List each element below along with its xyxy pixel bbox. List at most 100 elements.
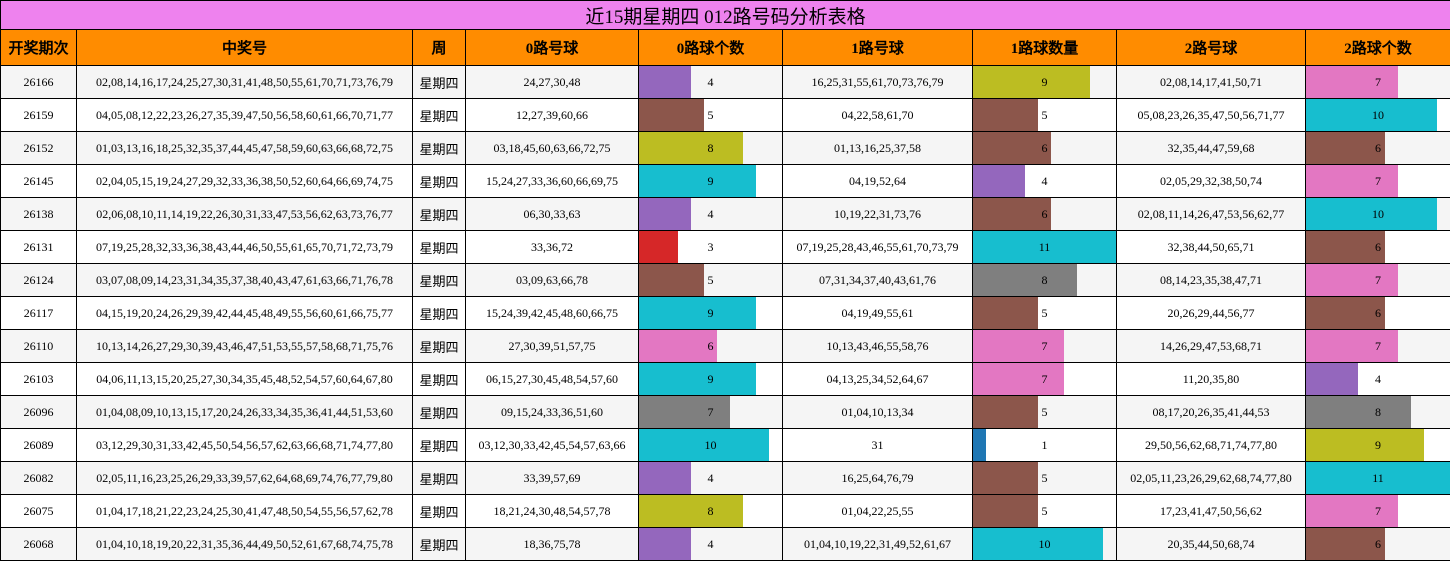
cell-route2-balls: 08,17,20,26,35,41,44,53	[1116, 395, 1306, 429]
cell-route1-balls: 16,25,31,55,61,70,73,76,79	[782, 65, 973, 99]
cell-route2-count: 6	[1304, 131, 1450, 165]
cell-route0-count: 7	[638, 395, 783, 429]
cell-route0-balls: 09,15,24,33,36,51,60	[465, 395, 639, 429]
cell-week: 星期四	[412, 527, 466, 561]
cell-route1-balls: 04,22,58,61,70	[782, 98, 973, 132]
header-route0-balls: 0路号球	[465, 29, 639, 66]
table-row: 26068 01,04,10,18,19,20,22,31,35,36,44,49…	[0, 527, 1450, 561]
cell-route1-count: 11	[972, 230, 1117, 264]
count-bar	[1306, 396, 1411, 428]
header-week: 周	[412, 29, 466, 66]
cell-week: 星期四	[412, 197, 466, 231]
cell-route0-balls: 12,27,39,60,66	[465, 98, 639, 132]
count-bar	[639, 495, 743, 527]
cell-winning-numbers: 01,04,17,18,21,22,23,24,25,30,41,47,48,5…	[76, 494, 413, 528]
cell-period: 26159	[0, 98, 77, 132]
cell-route1-count: 5	[972, 98, 1117, 132]
count-value: 9	[707, 372, 714, 386]
table-row: 26110 10,13,14,26,27,29,30,39,43,46,47,51…	[0, 329, 1450, 363]
cell-period: 26096	[0, 395, 77, 429]
cell-route0-count: 5	[638, 98, 783, 132]
count-bar	[973, 132, 1051, 164]
cell-route1-balls: 04,19,52,64	[782, 164, 973, 198]
cell-route0-balls: 33,39,57,69	[465, 461, 639, 495]
count-value: 11	[1372, 471, 1384, 485]
count-value: 5	[707, 108, 714, 122]
table-title: 近15期星期四 012路号码分析表格	[0, 0, 1450, 30]
count-bar	[973, 99, 1038, 131]
count-value: 5	[1041, 471, 1048, 485]
cell-week: 星期四	[412, 395, 466, 429]
cell-period: 26117	[0, 296, 77, 330]
count-value: 7	[1375, 504, 1381, 518]
cell-route0-balls: 15,24,27,33,36,60,66,69,75	[465, 164, 639, 198]
count-bar	[1306, 528, 1385, 560]
count-value: 10	[1372, 108, 1384, 122]
table-row: 26131 07,19,25,28,32,33,36,38,43,44,46,50…	[0, 230, 1450, 264]
count-value: 7	[707, 405, 714, 419]
cell-route1-count: 10	[972, 527, 1117, 561]
count-bar	[973, 429, 986, 461]
cell-route1-balls: 01,04,10,13,34	[782, 395, 973, 429]
cell-route1-count: 5	[972, 494, 1117, 528]
cell-route0-balls: 15,24,39,42,45,48,60,66,75	[465, 296, 639, 330]
count-value: 7	[1375, 273, 1381, 287]
cell-route1-balls: 07,31,34,37,40,43,61,76	[782, 263, 973, 297]
count-value: 10	[1038, 537, 1051, 551]
count-bar	[1306, 363, 1359, 395]
count-value: 4	[1041, 174, 1048, 188]
count-bar	[1306, 198, 1437, 230]
count-bar	[639, 462, 691, 494]
cell-route0-balls: 03,18,45,60,63,66,72,75	[465, 131, 639, 165]
count-bar	[1306, 429, 1424, 461]
table-row: 26096 01,04,08,09,10,13,15,17,20,24,26,33…	[0, 395, 1450, 429]
cell-route1-balls: 04,19,49,55,61	[782, 296, 973, 330]
cell-route2-balls: 02,05,11,23,26,29,62,68,74,77,80	[1116, 461, 1306, 495]
count-bar	[973, 297, 1038, 329]
count-value: 7	[1041, 339, 1048, 353]
count-value: 4	[707, 537, 714, 551]
cell-route1-count: 6	[972, 131, 1117, 165]
count-bar	[973, 462, 1038, 494]
cell-winning-numbers: 01,03,13,16,18,25,32,35,37,44,45,47,58,5…	[76, 131, 413, 165]
count-bar	[639, 528, 691, 560]
cell-period: 26138	[0, 197, 77, 231]
cell-route2-count: 7	[1304, 494, 1450, 528]
header-numbers: 中奖号	[76, 29, 413, 66]
count-value: 7	[1041, 372, 1048, 386]
count-value: 9	[707, 174, 714, 188]
cell-route0-balls: 06,15,27,30,45,48,54,57,60	[465, 362, 639, 396]
cell-route1-balls: 01,04,10,19,22,31,49,52,61,67	[782, 527, 973, 561]
count-value: 6	[1041, 141, 1048, 155]
cell-route0-count: 8	[638, 494, 783, 528]
cell-route1-balls: 16,25,64,76,79	[782, 461, 973, 495]
cell-route2-balls: 20,35,44,50,68,74	[1116, 527, 1306, 561]
cell-route2-count: 11	[1304, 461, 1450, 495]
cell-route1-count: 5	[972, 296, 1117, 330]
cell-period: 26089	[0, 428, 77, 462]
cell-winning-numbers: 01,04,08,09,10,13,15,17,20,24,26,33,34,3…	[76, 395, 413, 429]
count-bar	[1306, 330, 1398, 362]
count-bar	[639, 165, 756, 197]
cell-route2-count: 8	[1304, 395, 1450, 429]
cell-route2-count: 6	[1304, 230, 1450, 264]
count-value: 6	[1375, 306, 1381, 320]
cell-route1-balls: 10,13,43,46,55,58,76	[782, 329, 973, 363]
count-bar	[1306, 297, 1385, 329]
cell-route2-balls: 32,38,44,50,65,71	[1116, 230, 1306, 264]
cell-route1-balls: 01,04,22,25,55	[782, 494, 973, 528]
cell-route0-balls: 03,12,30,33,42,45,54,57,63,66	[465, 428, 639, 462]
cell-route0-count: 9	[638, 164, 783, 198]
count-bar	[973, 330, 1064, 362]
cell-route2-count: 7	[1304, 263, 1450, 297]
count-value: 6	[1375, 141, 1381, 155]
cell-route2-count: 10	[1304, 197, 1450, 231]
cell-route2-count: 7	[1304, 164, 1450, 198]
count-value: 3	[707, 240, 714, 254]
count-bar	[973, 495, 1038, 527]
count-value: 5	[1041, 306, 1048, 320]
table-body: 26166 02,08,14,16,17,24,25,27,30,31,41,48…	[0, 65, 1450, 561]
cell-period: 26145	[0, 164, 77, 198]
cell-route2-balls: 02,08,14,17,41,50,71	[1116, 65, 1306, 99]
header-route1-balls: 1路号球	[782, 29, 973, 66]
